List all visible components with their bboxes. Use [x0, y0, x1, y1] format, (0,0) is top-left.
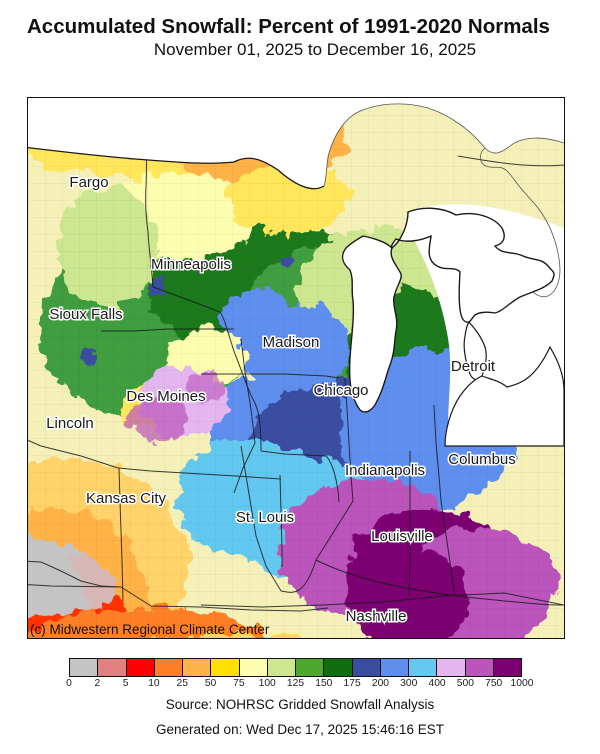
svg-text:(c) Midwestern Regional Climat: (c) Midwestern Regional Climate Center: [30, 622, 270, 637]
svg-text:Madison: Madison: [263, 334, 320, 351]
svg-text:Columbus: Columbus: [448, 451, 516, 468]
svg-text:Indianapolis: Indianapolis: [345, 462, 425, 479]
svg-text:Minneapolis: Minneapolis: [151, 256, 231, 273]
svg-text:Fargo: Fargo: [69, 174, 108, 191]
svg-text:Detroit: Detroit: [451, 358, 496, 375]
svg-text:Kansas City: Kansas City: [86, 490, 167, 507]
svg-text:Nashville: Nashville: [346, 608, 407, 625]
svg-text:Chicago: Chicago: [313, 382, 368, 399]
svg-text:Lincoln: Lincoln: [46, 415, 94, 432]
svg-text:St. Louis: St. Louis: [236, 509, 294, 526]
svg-text:Louisville: Louisville: [371, 528, 433, 545]
svg-text:Sioux Falls: Sioux Falls: [49, 306, 122, 323]
svg-text:Des Moines: Des Moines: [126, 388, 205, 405]
